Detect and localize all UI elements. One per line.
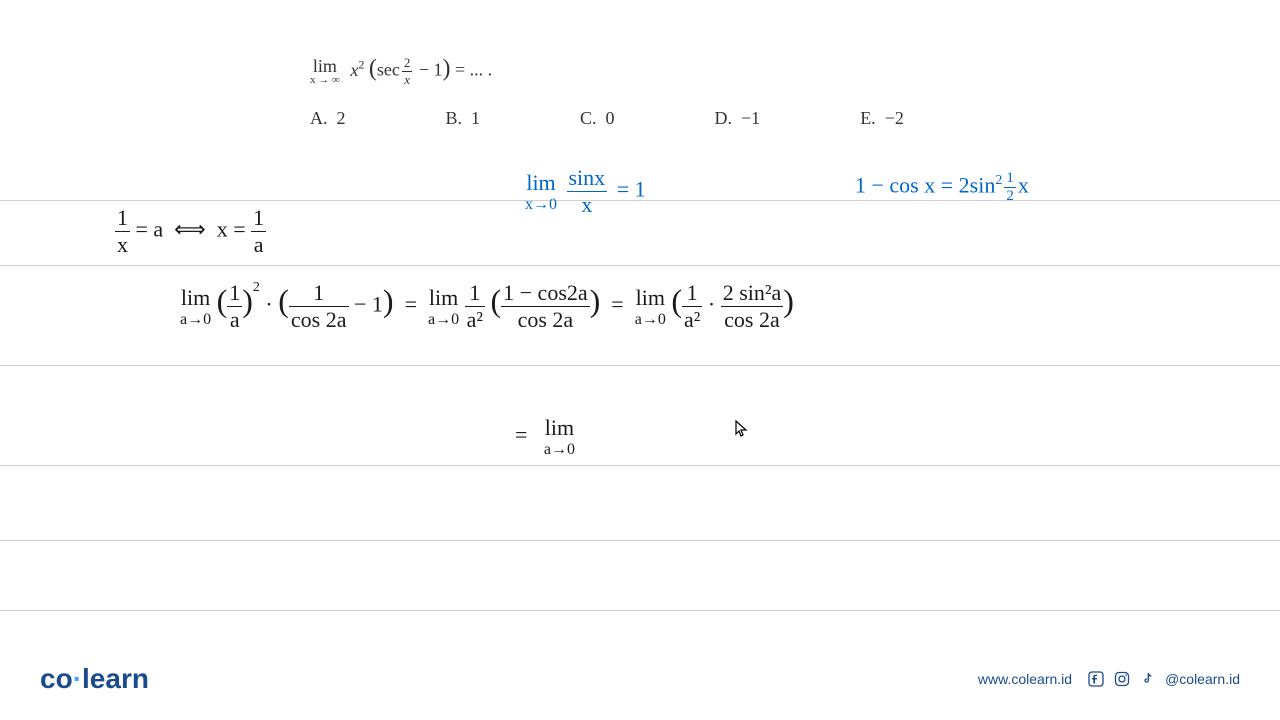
- ruled-line: [0, 610, 1280, 611]
- option-e: E. −2: [860, 108, 904, 129]
- ruled-line: [0, 265, 1280, 266]
- work-step-2: = lim a→0: [515, 415, 575, 459]
- option-a: A. 2: [310, 108, 346, 129]
- footer: co·learn www.colearn.id @colearn.id: [0, 663, 1280, 695]
- mouse-cursor-icon: [735, 420, 749, 443]
- tiktok-icon: [1139, 670, 1157, 688]
- note-cos-identity: 1 − cos x = 2sin212x: [855, 170, 1029, 205]
- ruled-line: [0, 540, 1280, 541]
- instagram-icon: [1113, 670, 1131, 688]
- limit-operator: lim: [313, 56, 337, 76]
- ruled-line: [0, 365, 1280, 366]
- option-b: B. 1: [446, 108, 481, 129]
- option-d: D. −1: [715, 108, 761, 129]
- note-substitution: 1x = a ⟺ x = 1a: [115, 205, 266, 258]
- limit-condition: x → ∞: [310, 75, 340, 86]
- footer-right: www.colearn.id @colearn.id: [978, 670, 1240, 688]
- social-handle: @colearn.id: [1165, 671, 1240, 687]
- footer-url: www.colearn.id: [978, 671, 1072, 687]
- option-c: C. 0: [580, 108, 615, 129]
- facebook-icon: [1087, 670, 1105, 688]
- brand-logo: co·learn: [40, 663, 149, 695]
- social-icons: @colearn.id: [1087, 670, 1240, 688]
- work-step-1: lim a→0 (1a)2 · (1cos 2a − 1) = lim a→0 …: [180, 280, 794, 333]
- problem-statement: lim x → ∞ x2 (sec2x − 1) = ... .: [310, 55, 492, 88]
- answer-options: A. 2 B. 1 C. 0 D. −1 E. −2: [310, 108, 904, 129]
- ruled-line: [0, 465, 1280, 466]
- note-limit-sinx: lim x→0 sinxx = 1: [525, 165, 646, 218]
